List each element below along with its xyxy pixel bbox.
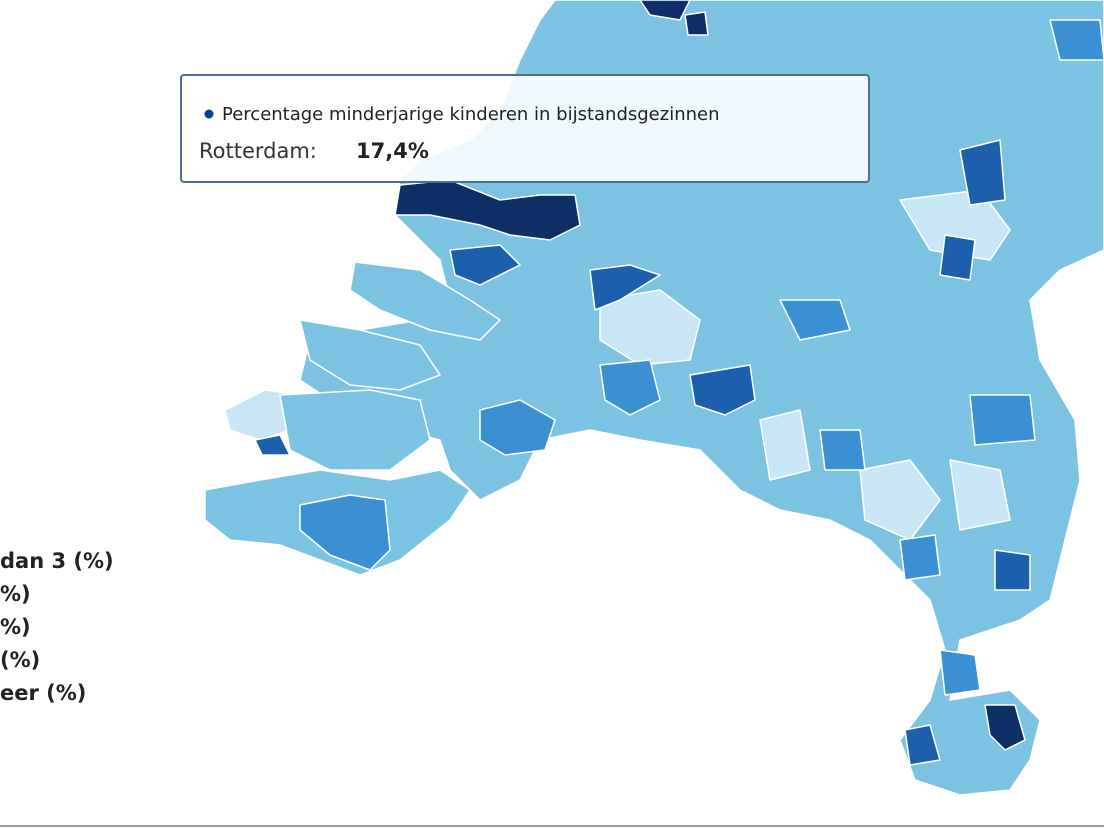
region (684, 11, 709, 36)
region (984, 704, 1026, 751)
region (819, 429, 866, 471)
region (994, 549, 1031, 591)
region (449, 244, 521, 286)
region (904, 724, 941, 766)
region (279, 389, 431, 471)
legend: dan 3 (%)%)%) (%) eer (%) (0, 549, 114, 705)
region (599, 359, 661, 416)
region (639, 0, 691, 21)
map-regions (204, 0, 1104, 796)
region (689, 364, 756, 416)
tooltip: Percentage minderjarige kinderen in bijs… (180, 74, 870, 183)
region (1049, 19, 1104, 61)
region (759, 409, 811, 481)
region (599, 289, 701, 366)
region (859, 459, 941, 541)
region (899, 534, 941, 581)
region (969, 394, 1036, 446)
tooltip-series: Percentage minderjarige kinderen in bijs… (222, 104, 720, 125)
region (299, 494, 391, 571)
tooltip-value: 17,4% (356, 139, 429, 163)
legend-item: dan 3 (%) (0, 549, 114, 573)
legend-item: %) (0, 582, 31, 606)
region (394, 179, 581, 241)
region (299, 319, 441, 391)
legend-item: eer (%) (0, 681, 86, 705)
legend-item: (%) (0, 648, 40, 672)
region (959, 139, 1006, 206)
tooltip-box (180, 74, 870, 183)
region (899, 189, 1011, 261)
region (589, 264, 661, 311)
region (349, 261, 501, 341)
region (254, 434, 291, 456)
region (939, 649, 981, 696)
legend-item: %) (0, 615, 31, 639)
region (479, 399, 556, 456)
region (949, 459, 1011, 531)
tooltip-label: Rotterdam: (199, 139, 317, 163)
tooltip-bullet (204, 109, 214, 119)
region (779, 299, 851, 341)
region (939, 234, 976, 281)
